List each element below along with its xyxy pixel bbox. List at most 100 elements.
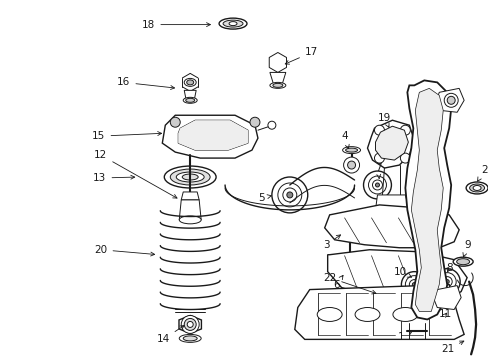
Polygon shape <box>375 126 407 160</box>
Polygon shape <box>367 120 413 168</box>
Text: 13: 13 <box>93 173 134 183</box>
Circle shape <box>187 321 193 328</box>
Circle shape <box>271 177 307 213</box>
Circle shape <box>343 157 359 173</box>
Polygon shape <box>179 315 201 333</box>
Circle shape <box>433 269 459 294</box>
Ellipse shape <box>472 185 480 190</box>
Circle shape <box>181 315 199 333</box>
Polygon shape <box>269 72 285 85</box>
Circle shape <box>363 171 390 199</box>
Ellipse shape <box>179 334 201 342</box>
Text: 9: 9 <box>462 240 470 257</box>
Circle shape <box>372 180 382 190</box>
Text: 4: 4 <box>341 131 348 149</box>
Circle shape <box>170 117 180 127</box>
Polygon shape <box>327 250 466 302</box>
Ellipse shape <box>344 262 354 267</box>
Text: 22: 22 <box>323 273 375 294</box>
Text: 6: 6 <box>332 275 343 289</box>
Ellipse shape <box>378 213 406 223</box>
Text: 10: 10 <box>393 267 411 277</box>
Ellipse shape <box>383 215 401 221</box>
Ellipse shape <box>468 184 484 192</box>
Text: 21: 21 <box>440 341 463 354</box>
Ellipse shape <box>317 307 342 321</box>
Circle shape <box>184 319 196 330</box>
Text: 7: 7 <box>374 163 381 179</box>
Circle shape <box>384 135 400 151</box>
Polygon shape <box>162 115 257 158</box>
Ellipse shape <box>341 221 357 228</box>
Polygon shape <box>375 195 408 210</box>
Polygon shape <box>178 120 247 150</box>
Polygon shape <box>184 90 196 100</box>
Text: 14: 14 <box>156 325 184 345</box>
Circle shape <box>282 188 296 202</box>
Circle shape <box>408 280 418 289</box>
Ellipse shape <box>170 169 210 185</box>
Text: 17: 17 <box>285 48 317 64</box>
Circle shape <box>203 128 217 142</box>
Ellipse shape <box>223 20 243 27</box>
Text: 1: 1 <box>397 331 411 342</box>
Circle shape <box>387 139 396 147</box>
Ellipse shape <box>179 216 201 224</box>
Text: 18: 18 <box>142 19 210 30</box>
Circle shape <box>374 153 384 163</box>
Polygon shape <box>181 192 199 200</box>
Circle shape <box>338 267 360 289</box>
Circle shape <box>444 280 448 284</box>
Ellipse shape <box>219 18 246 29</box>
Circle shape <box>411 283 415 287</box>
Ellipse shape <box>185 98 194 102</box>
Text: 5: 5 <box>258 193 271 203</box>
Text: 16: 16 <box>117 77 174 89</box>
Circle shape <box>267 121 275 129</box>
Ellipse shape <box>345 148 357 152</box>
Text: 15: 15 <box>92 131 161 141</box>
Circle shape <box>277 183 301 207</box>
Ellipse shape <box>452 257 472 266</box>
Circle shape <box>400 125 409 135</box>
Ellipse shape <box>184 78 196 86</box>
Ellipse shape <box>183 97 197 103</box>
Ellipse shape <box>354 307 379 321</box>
Polygon shape <box>324 205 458 248</box>
Circle shape <box>443 93 457 107</box>
Ellipse shape <box>342 147 360 154</box>
Circle shape <box>286 192 292 198</box>
Circle shape <box>368 176 386 194</box>
Ellipse shape <box>456 259 468 265</box>
Polygon shape <box>294 285 463 339</box>
Circle shape <box>447 96 454 104</box>
Ellipse shape <box>228 22 237 26</box>
Text: 20: 20 <box>94 245 154 256</box>
Circle shape <box>347 161 355 169</box>
Ellipse shape <box>465 182 487 194</box>
Ellipse shape <box>183 336 197 341</box>
Text: 8: 8 <box>445 263 451 273</box>
Text: 3: 3 <box>323 235 340 250</box>
Polygon shape <box>410 88 442 311</box>
Ellipse shape <box>176 172 203 182</box>
Ellipse shape <box>272 84 282 87</box>
Circle shape <box>249 117 260 127</box>
Circle shape <box>375 183 379 187</box>
Text: 12: 12 <box>94 150 177 198</box>
Ellipse shape <box>182 174 198 180</box>
Polygon shape <box>432 285 460 310</box>
Circle shape <box>374 125 384 135</box>
Ellipse shape <box>438 322 450 327</box>
Circle shape <box>405 276 423 293</box>
Polygon shape <box>436 88 463 112</box>
Circle shape <box>400 153 409 163</box>
Ellipse shape <box>344 257 354 263</box>
Circle shape <box>346 275 352 280</box>
Ellipse shape <box>436 311 452 318</box>
Ellipse shape <box>392 307 417 321</box>
Circle shape <box>437 273 455 291</box>
Circle shape <box>342 271 356 285</box>
Circle shape <box>229 127 240 137</box>
Ellipse shape <box>342 289 356 296</box>
